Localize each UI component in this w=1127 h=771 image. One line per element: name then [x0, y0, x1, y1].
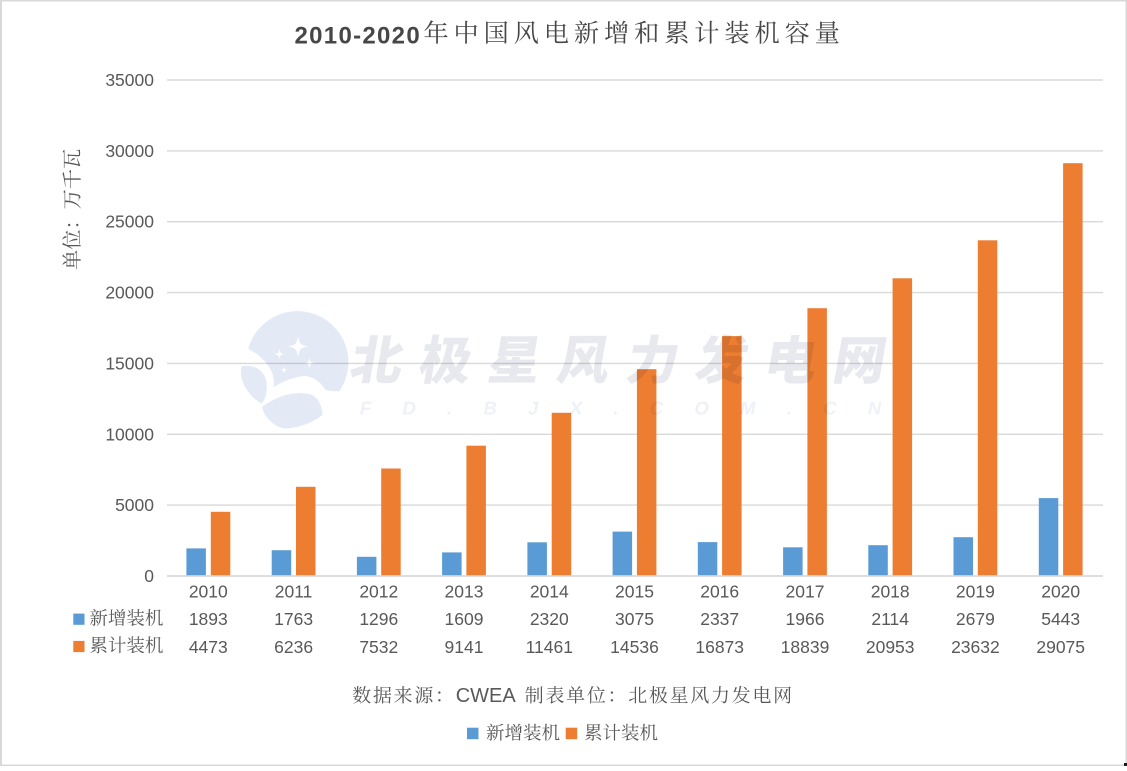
svg-text:10000: 10000 — [105, 424, 154, 444]
svg-text:20000: 20000 — [105, 283, 154, 303]
svg-text:2337: 2337 — [700, 609, 739, 629]
svg-text:2014: 2014 — [530, 581, 569, 601]
svg-text:1966: 1966 — [786, 609, 825, 629]
svg-text:2010: 2010 — [189, 581, 228, 601]
svg-text:CWEA: CWEA — [456, 685, 517, 707]
svg-text:1609: 1609 — [445, 609, 484, 629]
svg-text:7532: 7532 — [359, 637, 398, 657]
svg-text:0: 0 — [144, 566, 154, 586]
svg-text:35000: 35000 — [105, 70, 154, 90]
svg-text:5443: 5443 — [1041, 609, 1080, 629]
svg-text:14536: 14536 — [610, 637, 659, 657]
svg-text:2679: 2679 — [956, 609, 995, 629]
svg-text:30000: 30000 — [105, 141, 154, 161]
svg-text:1893: 1893 — [189, 609, 228, 629]
svg-text:11461: 11461 — [526, 637, 573, 657]
svg-text:2010-2020: 2010-2020 — [295, 23, 421, 50]
svg-text:6236: 6236 — [274, 637, 313, 657]
svg-text:2013: 2013 — [445, 581, 484, 601]
svg-text:2320: 2320 — [530, 609, 569, 629]
svg-text:18839: 18839 — [781, 637, 830, 657]
svg-text:20953: 20953 — [866, 637, 915, 657]
svg-text:9141: 9141 — [445, 637, 484, 657]
svg-text:1296: 1296 — [359, 609, 398, 629]
svg-text:16873: 16873 — [695, 637, 744, 657]
svg-text:2020: 2020 — [1041, 581, 1080, 601]
svg-text:15000: 15000 — [105, 353, 154, 373]
svg-text:29075: 29075 — [1036, 637, 1085, 657]
svg-text:25000: 25000 — [105, 212, 154, 232]
svg-text:2016: 2016 — [700, 581, 739, 601]
svg-text:5000: 5000 — [115, 495, 154, 515]
svg-text:2019: 2019 — [956, 581, 995, 601]
svg-text:2018: 2018 — [871, 581, 910, 601]
svg-text:2017: 2017 — [786, 581, 825, 601]
svg-text:2015: 2015 — [615, 581, 654, 601]
svg-text:4473: 4473 — [189, 637, 228, 657]
svg-text:FD.BJX.COM.CN: FD.BJX.COM.CN — [358, 398, 914, 419]
svg-text:2012: 2012 — [359, 581, 398, 601]
svg-text:2011: 2011 — [275, 581, 313, 601]
svg-text:3075: 3075 — [615, 609, 654, 629]
svg-text:23632: 23632 — [951, 637, 1000, 657]
svg-text:1763: 1763 — [274, 609, 313, 629]
svg-text:2114: 2114 — [871, 609, 909, 629]
